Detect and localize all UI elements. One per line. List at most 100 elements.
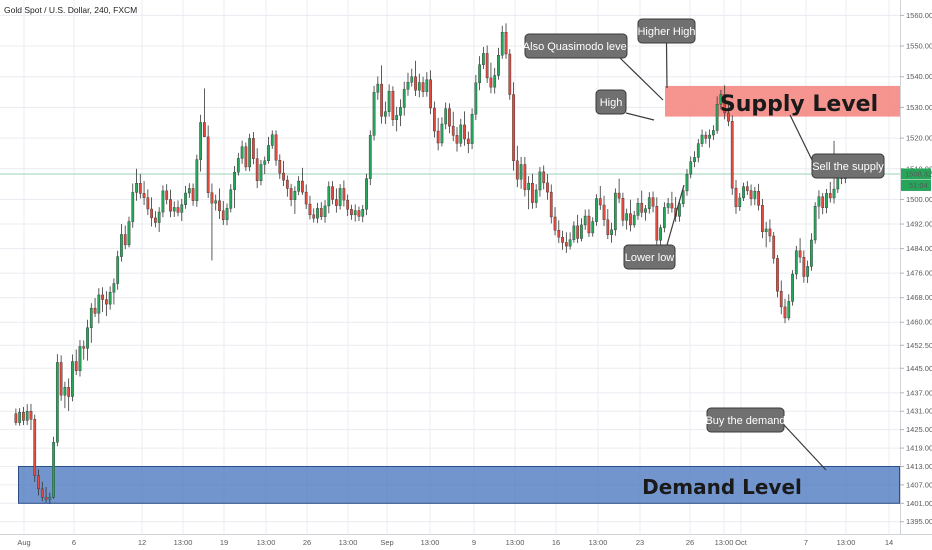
callout-buy[interactable]: Buy the demand <box>705 407 786 433</box>
candle <box>131 183 135 228</box>
candle <box>105 291 108 317</box>
candle <box>629 199 632 232</box>
candle-body <box>693 157 696 162</box>
candle-body <box>289 188 293 200</box>
candle-body <box>474 82 478 115</box>
candle <box>662 202 666 233</box>
candle <box>376 76 380 100</box>
candle <box>730 115 734 195</box>
candle <box>135 168 138 201</box>
candle-body <box>813 206 817 241</box>
candle <box>180 198 184 221</box>
candle-body <box>478 64 481 84</box>
x-tick-label: 13:00 <box>589 538 608 547</box>
supply-level-label: Supply Level <box>720 92 878 117</box>
candle-body <box>583 215 587 226</box>
candle <box>414 60 417 97</box>
x-tick-label: 16 <box>552 538 560 547</box>
candle <box>120 224 123 262</box>
y-tick-label: 1395.00 <box>906 517 932 526</box>
callout-lower-low[interactable]: Lower low <box>623 244 676 270</box>
candle <box>632 210 636 228</box>
time-axis[interactable]: Aug 6 12 13:00 19 13:00 26 13:00 Sep 13:00 9 13:00 1… <box>17 538 893 547</box>
candle <box>293 186 297 214</box>
current-price-badge: 1508.32 <box>901 168 932 180</box>
candle <box>82 340 86 360</box>
x-tick-label: 14 <box>885 538 893 547</box>
candle <box>29 403 33 430</box>
candle-body <box>580 224 583 239</box>
supply-zone[interactable] <box>665 85 900 117</box>
candle-body <box>470 113 474 144</box>
candle <box>301 167 304 195</box>
candle-body <box>210 192 214 204</box>
candle <box>342 180 346 207</box>
candle <box>704 131 708 144</box>
candles <box>14 23 847 504</box>
candle <box>214 194 218 211</box>
candle-body <box>572 225 576 240</box>
candle <box>368 130 372 186</box>
candle-body <box>662 207 666 228</box>
candle <box>553 207 557 236</box>
candle <box>199 114 202 172</box>
y-tick-label: 1476.00 <box>906 269 932 278</box>
candle <box>700 129 704 148</box>
candle-body <box>116 256 120 284</box>
candle-body <box>14 413 18 423</box>
candle <box>263 156 267 175</box>
candle <box>255 148 259 189</box>
candle-body <box>225 208 229 220</box>
candle <box>274 130 278 166</box>
current-price-value: 1508.32 <box>905 169 932 178</box>
candle-body <box>576 225 580 239</box>
x-tick-label: 7 <box>804 538 808 547</box>
callout-sell[interactable]: Sell the supply <box>811 153 885 179</box>
candle <box>350 204 353 220</box>
candle-body <box>78 346 82 371</box>
candle-body <box>670 203 674 209</box>
candle-body <box>715 104 719 131</box>
candle <box>395 106 399 132</box>
callout-connectors <box>619 42 827 471</box>
y-tick-label: 1560.00 <box>906 11 932 20</box>
candle-body <box>338 188 342 206</box>
candle <box>97 288 101 324</box>
candle <box>636 197 640 220</box>
candle-body <box>433 107 436 132</box>
callout-higher-high[interactable]: Higher High <box>637 18 696 44</box>
candle <box>670 191 674 213</box>
candle-body <box>508 53 512 95</box>
candle-body <box>591 221 595 234</box>
callout-quasimodo[interactable]: Also Quasimodo level <box>523 33 629 59</box>
y-tick-label: 1401.00 <box>906 499 932 508</box>
candle <box>463 111 466 146</box>
candle-body <box>425 79 429 92</box>
candle <box>727 103 730 127</box>
candle-body <box>734 187 738 208</box>
candle-body <box>542 171 546 184</box>
candle-body <box>97 294 101 314</box>
candle <box>523 156 527 197</box>
candle-body <box>383 111 387 117</box>
candle <box>455 127 459 152</box>
candle-body <box>203 122 206 138</box>
candle <box>598 185 602 210</box>
candle-body <box>764 228 768 232</box>
candle-body <box>598 198 602 206</box>
countdown-badge: 51:04 <box>901 179 931 191</box>
demand-zone[interactable] <box>18 465 900 504</box>
candle <box>689 156 693 179</box>
candle <box>500 25 504 59</box>
callout-high[interactable]: High <box>595 89 627 115</box>
candle <box>410 68 414 87</box>
candle-body <box>312 214 316 219</box>
candle <box>297 176 301 196</box>
candle-body <box>187 188 191 194</box>
candle-body <box>157 211 161 223</box>
candle <box>240 140 244 164</box>
candle-body <box>67 387 71 397</box>
candle <box>531 173 534 209</box>
candle <box>825 189 828 214</box>
